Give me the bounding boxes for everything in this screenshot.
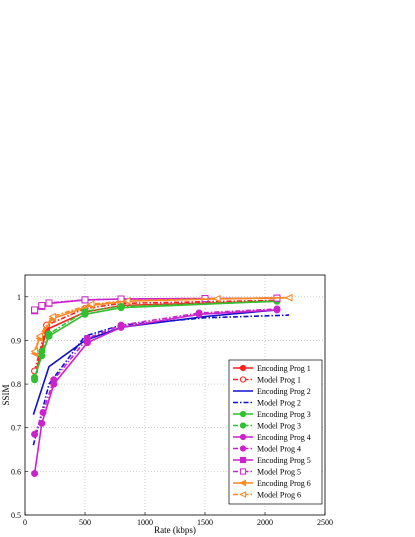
data-point	[239, 445, 247, 452]
plot-frame	[24, 274, 326, 516]
data-point	[38, 302, 46, 310]
y-axis-label: SSIM	[1, 384, 11, 405]
data-point	[239, 456, 247, 464]
legend-item: Encoding Prog 6	[233, 479, 311, 488]
data-point	[31, 470, 39, 478]
legend-item: Encoding Prog 4	[233, 433, 311, 442]
data-point	[239, 491, 247, 498]
legend-item: Encoding Prog 2	[233, 387, 311, 396]
data-point	[239, 468, 247, 475]
data-point	[45, 299, 53, 307]
data-point	[239, 479, 247, 487]
data-point	[83, 334, 91, 342]
legend: Encoding Prog 1 Model Prog 1 Encoding Prog…	[228, 359, 323, 505]
data-point	[31, 306, 39, 314]
legend-label: Encoding Prog 4	[257, 433, 311, 442]
data-point	[50, 376, 58, 384]
legend-label: Model Prog 2	[257, 399, 301, 408]
axis-ticks: 0 500 1000 1500 2000 2500 0.5 0.6 0.7 0.8 0.9 1	[11, 293, 333, 527]
legend-label: Encoding Prog 5	[257, 456, 311, 465]
x-tick-label: 0	[23, 518, 27, 527]
x-tick-label: 1000	[137, 518, 153, 527]
x-tick-label: 2000	[257, 518, 273, 527]
series-4	[32, 314, 290, 446]
series-line	[33, 300, 278, 380]
legend-label: Encoding Prog 3	[257, 410, 311, 419]
legend-label: Encoding Prog 6	[257, 479, 311, 488]
legend-label: Model Prog 6	[257, 491, 301, 500]
legend-label: Model Prog 5	[257, 468, 301, 477]
y-tick-label: 0.8	[11, 380, 21, 389]
data-point	[117, 321, 125, 329]
legend-item: Model Prog 3	[233, 422, 301, 431]
data-point	[31, 376, 39, 384]
data-point	[81, 296, 89, 304]
data-point	[273, 305, 281, 313]
data-point	[45, 330, 53, 338]
data-point	[30, 347, 39, 356]
y-tick-label: 1	[17, 293, 21, 302]
data-point	[239, 433, 247, 441]
x-axis-label: Rate (kbps)	[154, 525, 196, 535]
data-point	[122, 296, 131, 305]
data-point	[239, 410, 247, 418]
x-tick-label: 2500	[317, 518, 333, 527]
legend-label: Model Prog 4	[257, 445, 301, 454]
data-point	[239, 422, 247, 429]
data-point	[48, 312, 57, 321]
series-12	[30, 293, 293, 356]
data-point	[38, 347, 46, 355]
legend-item: Model Prog 4	[233, 445, 301, 454]
y-tick-label: 0.7	[11, 424, 21, 433]
legend-label: Model Prog 3	[257, 422, 301, 431]
legend-item: Model Prog 2	[233, 399, 301, 408]
x-tick-label: 1500	[197, 518, 213, 527]
data-point	[212, 294, 221, 303]
data-point	[195, 309, 203, 317]
data-point	[117, 302, 125, 310]
series-line	[32, 314, 290, 446]
legend-item: Model Prog 5	[233, 468, 301, 477]
series-line	[32, 309, 278, 415]
legend-item: Encoding Prog 3	[233, 410, 311, 419]
data-point	[39, 408, 47, 416]
legend-item: Model Prog 1	[233, 376, 301, 385]
legend-box	[228, 359, 323, 505]
data-point	[31, 430, 39, 438]
x-tick-label: 500	[79, 518, 91, 527]
series-layer	[30, 293, 293, 478]
legend-item: Model Prog 6	[233, 491, 301, 500]
data-point	[35, 332, 43, 340]
data-point	[239, 376, 247, 383]
y-tick-label: 0.6	[11, 467, 21, 476]
legend-label: Encoding Prog 2	[257, 387, 311, 396]
data-point	[81, 307, 89, 315]
legend-item: Encoding Prog 5	[233, 456, 311, 465]
y-tick-label: 0.5	[11, 511, 21, 520]
series-8	[31, 305, 281, 438]
series-3	[32, 309, 278, 415]
y-tick-label: 0.9	[11, 336, 21, 345]
legend-label: Model Prog 1	[257, 376, 301, 385]
data-point	[86, 300, 95, 309]
data-point	[239, 364, 247, 372]
legend-item: Encoding Prog 1	[233, 364, 311, 373]
legend-label: Encoding Prog 1	[257, 364, 311, 373]
data-point	[284, 293, 293, 302]
